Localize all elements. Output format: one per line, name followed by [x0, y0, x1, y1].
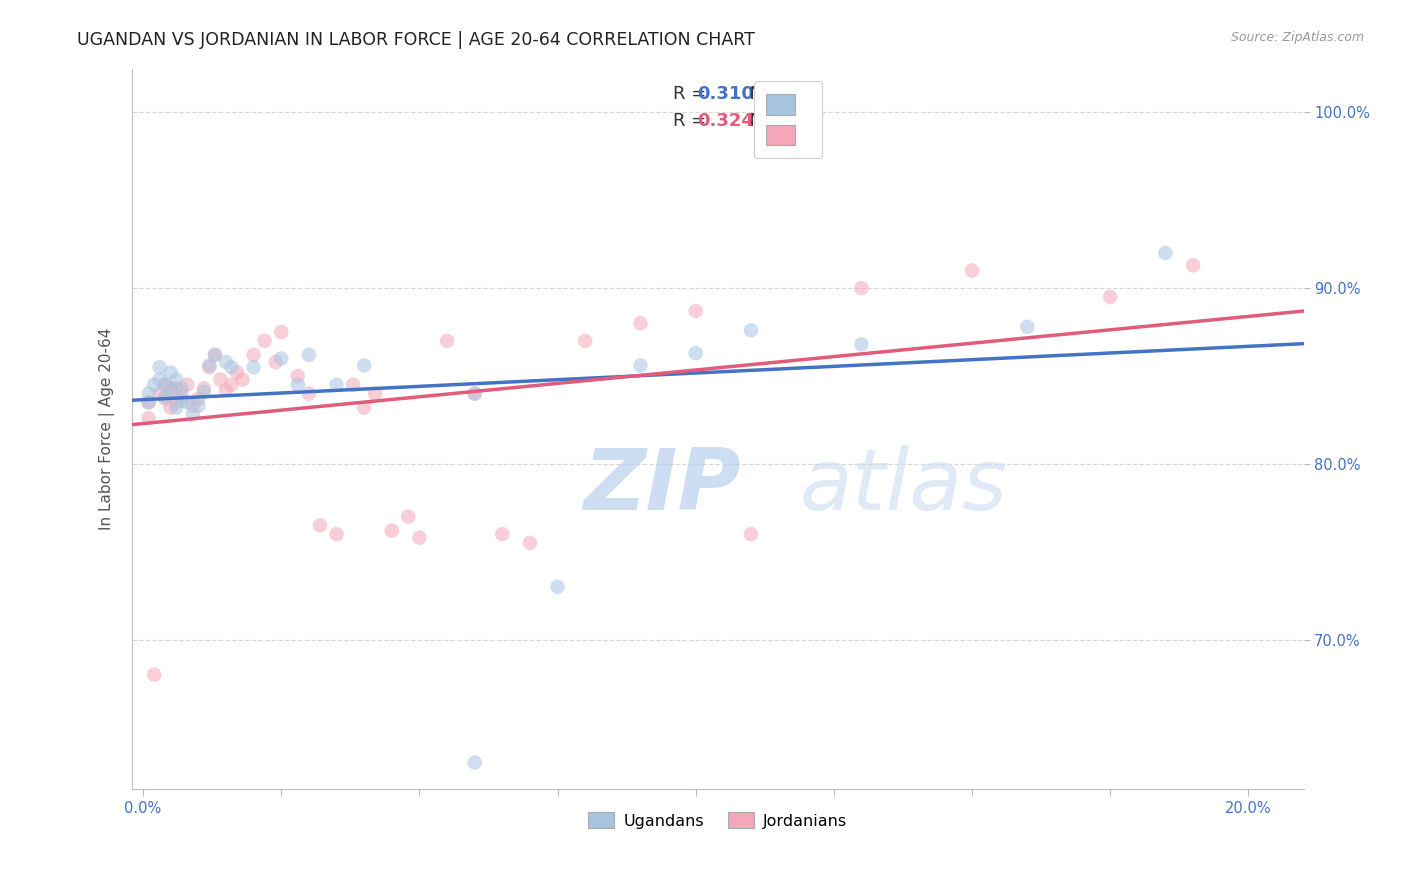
- Legend: Ugandans, Jordanians: Ugandans, Jordanians: [582, 805, 853, 835]
- Point: [159, 401, 181, 415]
- Point: [187, 399, 209, 413]
- Point: [215, 383, 238, 397]
- Point: [221, 377, 243, 392]
- Point: [159, 381, 181, 395]
- Text: 48: 48: [775, 112, 799, 130]
- Text: R =: R =: [673, 85, 713, 103]
- Point: [153, 392, 176, 406]
- Point: [960, 263, 983, 277]
- Point: [242, 360, 264, 375]
- Text: R =: R =: [673, 112, 713, 130]
- Text: N =: N =: [738, 85, 789, 103]
- Point: [204, 348, 226, 362]
- Point: [287, 377, 309, 392]
- Point: [464, 386, 486, 401]
- Point: [193, 384, 215, 399]
- Point: [187, 392, 209, 406]
- Point: [198, 360, 221, 375]
- Point: [149, 360, 172, 375]
- Text: atlas: atlas: [800, 445, 1008, 528]
- Point: [149, 372, 172, 386]
- Point: [491, 527, 513, 541]
- Point: [138, 395, 160, 409]
- Point: [181, 408, 204, 422]
- Point: [204, 348, 226, 362]
- Point: [215, 355, 238, 369]
- Point: [342, 377, 364, 392]
- Point: [165, 381, 187, 395]
- Point: [309, 518, 332, 533]
- Point: [364, 386, 387, 401]
- Point: [740, 527, 762, 541]
- Point: [1154, 246, 1177, 260]
- Point: [193, 381, 215, 395]
- Point: [209, 372, 232, 386]
- Point: [165, 401, 187, 415]
- Text: ZIP: ZIP: [583, 445, 741, 528]
- Point: [1017, 319, 1039, 334]
- Y-axis label: In Labor Force | Age 20-64: In Labor Force | Age 20-64: [100, 327, 115, 530]
- Point: [159, 366, 181, 380]
- Point: [325, 377, 347, 392]
- Point: [740, 323, 762, 337]
- Point: [270, 351, 292, 366]
- Point: [176, 377, 198, 392]
- Point: [170, 388, 193, 402]
- Point: [170, 381, 193, 395]
- Point: [1099, 290, 1122, 304]
- Text: Source: ZipAtlas.com: Source: ZipAtlas.com: [1230, 31, 1364, 45]
- Text: 0.310: 0.310: [697, 85, 754, 103]
- Point: [396, 509, 419, 524]
- Point: [436, 334, 458, 348]
- Point: [198, 359, 221, 373]
- Point: [159, 383, 181, 397]
- Point: [270, 325, 292, 339]
- Point: [1182, 258, 1205, 272]
- Point: [181, 399, 204, 413]
- Point: [232, 372, 254, 386]
- Point: [851, 337, 873, 351]
- Point: [353, 359, 375, 373]
- Point: [165, 395, 187, 409]
- Point: [153, 390, 176, 404]
- Point: [264, 355, 287, 369]
- Point: [381, 524, 404, 538]
- Point: [143, 667, 166, 681]
- Point: [138, 395, 160, 409]
- Point: [298, 348, 321, 362]
- Point: [170, 393, 193, 408]
- Point: [226, 366, 249, 380]
- Text: 0.324: 0.324: [697, 112, 754, 130]
- Point: [547, 580, 569, 594]
- Point: [138, 411, 160, 425]
- Point: [464, 386, 486, 401]
- Point: [153, 377, 176, 392]
- Point: [630, 359, 652, 373]
- Point: [149, 386, 172, 401]
- Point: [685, 346, 707, 360]
- Point: [165, 372, 187, 386]
- Point: [519, 536, 541, 550]
- Point: [630, 316, 652, 330]
- Point: [221, 360, 243, 375]
- Point: [464, 756, 486, 770]
- Text: 36: 36: [775, 85, 799, 103]
- Point: [287, 369, 309, 384]
- Point: [153, 377, 176, 392]
- Point: [176, 395, 198, 409]
- Point: [242, 348, 264, 362]
- Text: UGANDAN VS JORDANIAN IN LABOR FORCE | AGE 20-64 CORRELATION CHART: UGANDAN VS JORDANIAN IN LABOR FORCE | AG…: [77, 31, 755, 49]
- Point: [574, 334, 596, 348]
- Point: [353, 401, 375, 415]
- Point: [253, 334, 276, 348]
- Point: [325, 527, 347, 541]
- Point: [408, 531, 430, 545]
- Point: [143, 377, 166, 392]
- Text: N =: N =: [738, 112, 789, 130]
- Point: [685, 304, 707, 318]
- Point: [298, 386, 321, 401]
- Point: [138, 386, 160, 401]
- Point: [851, 281, 873, 295]
